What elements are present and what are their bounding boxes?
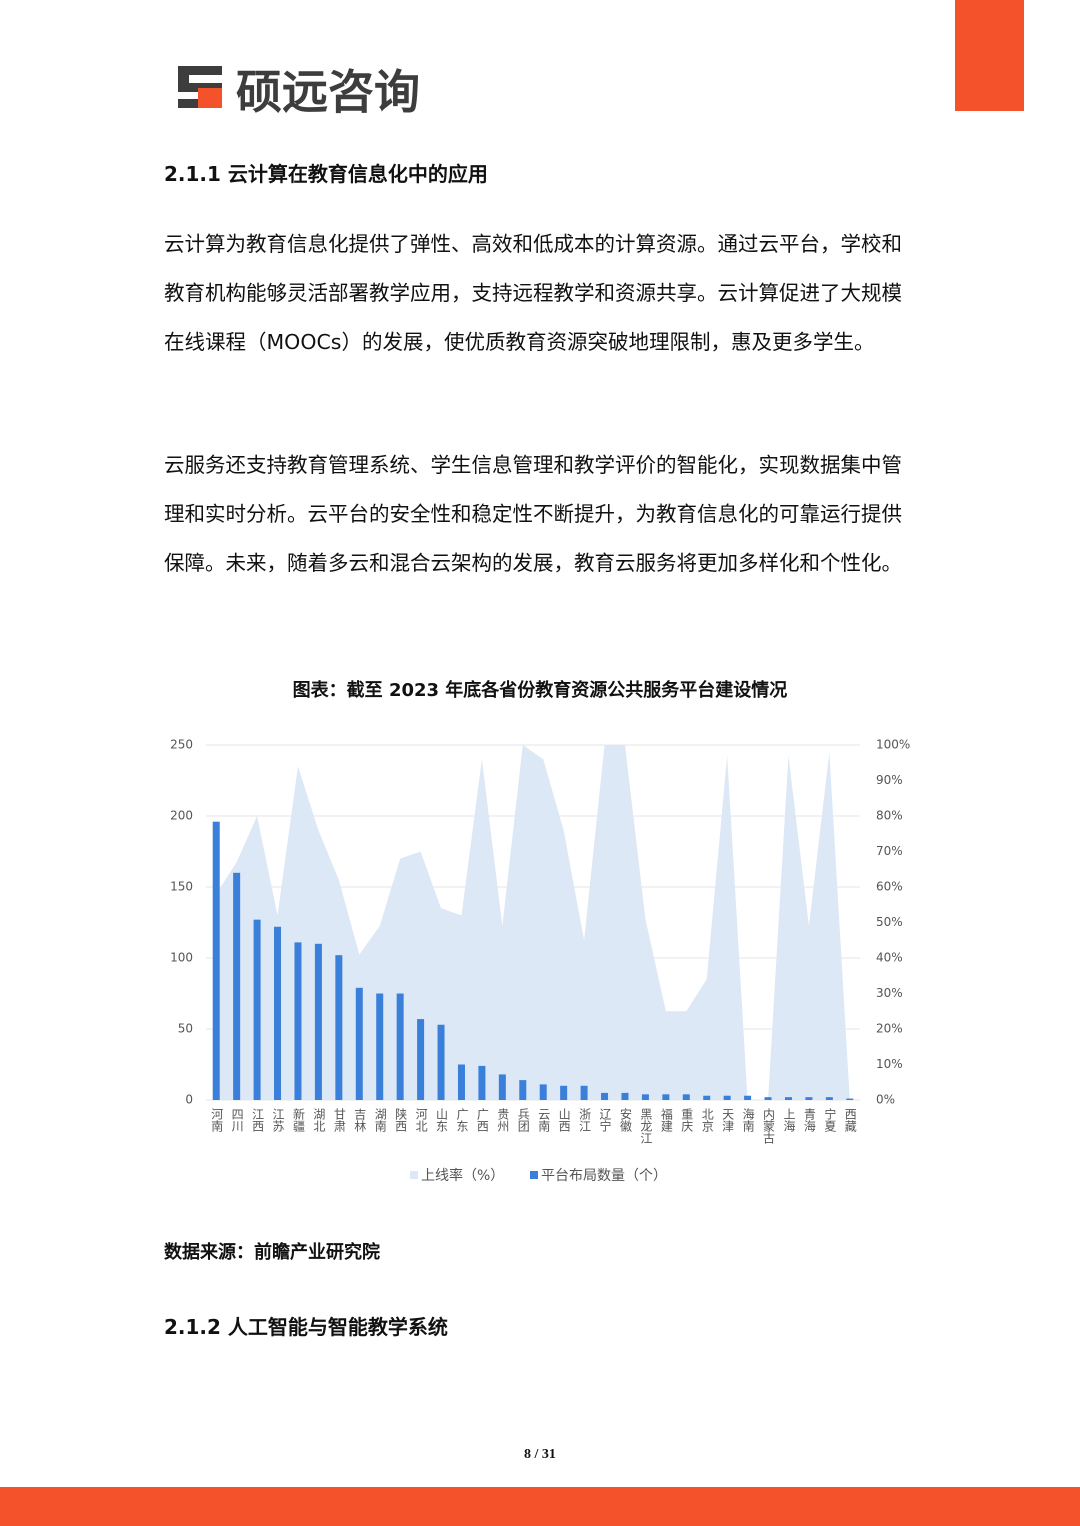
x-tick-label: 山东 (435, 1108, 449, 1132)
x-tick-label: 辽宁 (598, 1108, 612, 1132)
x-tick-label: 陕西 (394, 1107, 408, 1132)
y2-tick-label: 0% (876, 1093, 895, 1107)
x-tick-label: 海南 (741, 1107, 755, 1132)
corner-block (955, 0, 1024, 111)
bar (519, 1080, 527, 1100)
y-tick-label: 200 (170, 809, 193, 823)
bar (437, 1024, 445, 1100)
x-tick-label: 河南 (210, 1108, 224, 1132)
legend-label: 平台布局数量（个） (541, 1168, 667, 1184)
bar (764, 1097, 772, 1100)
bar (641, 1094, 649, 1100)
x-tick-label: 甘肃 (332, 1108, 346, 1133)
y-tick-label: 0 (185, 1093, 193, 1107)
x-tick-label: 山西 (557, 1108, 571, 1132)
bar (601, 1092, 609, 1100)
x-tick-label: 浙江 (578, 1108, 592, 1132)
x-tick-label: 安徽 (618, 1107, 632, 1132)
x-tick-label: 吉林 (353, 1108, 367, 1132)
y2-tick-label: 100% (876, 738, 910, 752)
x-tick-label: 北京 (700, 1108, 714, 1133)
page-number: 8 / 31 (524, 1447, 556, 1462)
x-tick-label: 内蒙古 (762, 1108, 776, 1144)
x-tick-label: 兵团 (516, 1108, 530, 1133)
bar (846, 1098, 854, 1100)
y2-tick-label: 70% (876, 844, 903, 858)
legend-swatch (410, 1171, 418, 1179)
bar (825, 1097, 833, 1100)
bar (335, 955, 343, 1100)
source: 数据来源：前瞻产业研究院 (164, 1242, 380, 1263)
bar (396, 993, 404, 1100)
paragraph: 云计算为教育信息化提供了弹性、高效和低成本的计算资源。通过云平台，学校和教育机构… (164, 232, 902, 354)
x-tick-label: 重庆 (680, 1108, 694, 1132)
y2-tick-label: 30% (876, 986, 903, 1000)
bar (314, 943, 322, 1100)
x-tick-label: 宁夏 (823, 1107, 837, 1132)
bar (233, 872, 241, 1100)
x-tick-label: 广西 (475, 1108, 489, 1132)
bar (294, 942, 302, 1100)
section-heading: 2.1.2 人工智能与智能教学系统 (164, 1315, 448, 1339)
bar (457, 1064, 465, 1100)
bar (805, 1097, 813, 1100)
legend-label: 上线率（%） (421, 1167, 504, 1184)
footer-bar (0, 1487, 1080, 1526)
x-tick-label: 江苏 (271, 1108, 285, 1132)
x-tick-label: 湖北 (312, 1107, 326, 1133)
bar (498, 1074, 506, 1100)
bar (580, 1085, 588, 1100)
bar (662, 1094, 670, 1100)
legend-swatch (530, 1171, 538, 1179)
area (216, 745, 850, 1100)
bar (723, 1095, 731, 1100)
y2-tick-label: 50% (876, 915, 903, 929)
x-tick-label: 湖南 (373, 1107, 387, 1132)
paragraph: 云服务还支持教育管理系统、学生信息管理和教学评价的智能化，实现数据集中管理和实时… (164, 453, 902, 575)
chart-title: 图表：截至 2023 年底各省份教育资源公共服务平台建设情况 (292, 680, 788, 701)
logo-icon (178, 66, 222, 108)
bar (212, 821, 220, 1100)
y-tick-label: 150 (170, 880, 193, 894)
bar (274, 926, 282, 1100)
x-tick-label: 天津 (721, 1108, 735, 1132)
x-tick-label: 福建 (659, 1107, 673, 1133)
logo-text: 硕远咨询 (236, 65, 420, 119)
bar (744, 1095, 752, 1100)
chart: 0 50 100 150 200 250 0% 10% 20% 30% 40% 50% 60% 70% 80… (170, 738, 910, 1185)
bar (478, 1065, 486, 1100)
bar (560, 1085, 568, 1100)
x-tick-label: 青海 (802, 1108, 816, 1132)
x-tick-label: 广东 (455, 1108, 469, 1132)
bar (784, 1097, 792, 1100)
bar (621, 1092, 629, 1100)
x-tick-label: 黑龙江 (639, 1108, 653, 1144)
y-tick-label: 100 (170, 951, 193, 965)
x-tick-label: 四川 (230, 1108, 244, 1132)
y2-tick-label: 90% (876, 773, 903, 787)
bar (355, 987, 363, 1100)
y2-tick-label: 10% (876, 1057, 903, 1071)
x-tick-label: 西藏 (843, 1108, 857, 1133)
x-tick-label: 新疆 (291, 1107, 305, 1132)
bar (682, 1094, 690, 1100)
bar (417, 1019, 425, 1100)
bar (539, 1084, 547, 1100)
y-tick-label: 50 (178, 1022, 193, 1036)
x-tick-label: 河北 (414, 1108, 428, 1133)
y2-tick-label: 40% (876, 951, 903, 965)
section-heading: 2.1.1 云计算在教育信息化中的应用 (164, 162, 488, 186)
x-tick-label: 贵州 (496, 1108, 510, 1132)
y2-tick-label: 60% (876, 880, 903, 894)
y2-tick-label: 20% (876, 1022, 903, 1036)
bar (703, 1095, 711, 1100)
x-tick-label: 上海 (782, 1108, 796, 1132)
bar (376, 993, 384, 1100)
y2-tick-label: 80% (876, 809, 903, 823)
y-tick-label: 250 (170, 738, 193, 752)
bar (253, 919, 261, 1100)
x-tick-label: 云南 (537, 1108, 551, 1132)
x-tick-label: 江西 (251, 1108, 265, 1132)
